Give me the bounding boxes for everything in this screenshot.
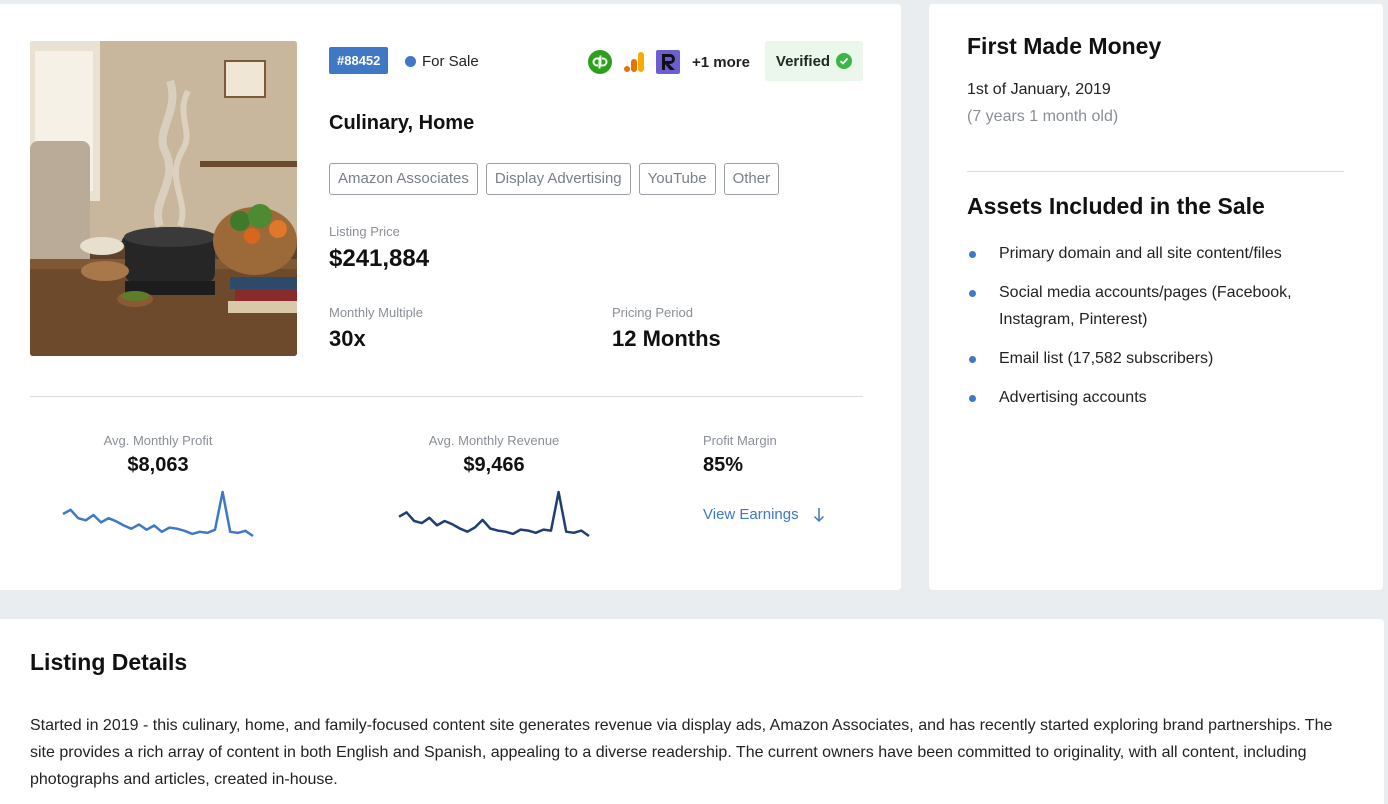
asset-text: Email list (17,582 subscribers) <box>999 350 1214 367</box>
assets-title: Assets Included in the Sale <box>967 193 1265 219</box>
profit-sparkline <box>62 490 254 538</box>
listing-id-badge: #88452 <box>329 47 389 74</box>
listing-details-card: Listing Details Started in 2019 - this c… <box>0 619 1384 804</box>
section-divider <box>30 396 863 397</box>
first-made-money-date: 1st of January, 2019 <box>967 81 1111 98</box>
kitchen-scene-image <box>30 41 297 356</box>
status-dot-icon <box>405 56 416 67</box>
bullet-icon <box>969 356 976 363</box>
tag-youtube: YouTube <box>638 163 716 195</box>
listing-price-value: $241,884 <box>329 245 430 272</box>
listing-side-card: First Made Money 1st of January, 2019 (7… <box>929 4 1383 590</box>
tag-display-advertising: Display Advertising <box>485 163 631 195</box>
avg-monthly-revenue-value: $9,466 <box>463 454 525 476</box>
list-item: Advertising accounts <box>967 384 1357 411</box>
list-item: Social media accounts/pages (Facebook, I… <box>967 279 1357 333</box>
pricing-period-label: Pricing Period <box>612 305 693 320</box>
profit-margin-label: Profit Margin <box>703 433 777 448</box>
r-brand-icon[interactable] <box>656 50 680 74</box>
listing-price-label: Listing Price <box>329 224 400 239</box>
listing-details-body: Started in 2019 - this culinary, home, a… <box>30 717 1333 788</box>
view-earnings-label: View Earnings <box>703 506 799 523</box>
listing-details-title: Listing Details <box>30 649 188 675</box>
bullet-icon <box>969 395 976 402</box>
quickbooks-icon[interactable] <box>588 50 612 74</box>
arrow-down-icon <box>813 507 824 522</box>
asset-text: Social media accounts/pages (Facebook, I… <box>999 284 1292 328</box>
sparkline-path <box>398 490 590 538</box>
asset-text: Advertising accounts <box>999 389 1147 406</box>
pricing-period-value: 12 Months <box>612 326 721 351</box>
integrations-row: +1 more <box>588 50 750 74</box>
listing-status: For Sale <box>405 53 479 70</box>
tag-amazon-associates: Amazon Associates <box>329 163 478 195</box>
bullet-icon <box>969 290 976 297</box>
listing-category: Culinary, Home <box>329 112 475 134</box>
side-divider <box>967 171 1344 172</box>
list-item: Primary domain and all site content/file… <box>967 240 1357 267</box>
google-analytics-icon[interactable] <box>622 50 646 74</box>
listing-thumbnail[interactable] <box>30 41 297 356</box>
monthly-multiple-label: Monthly Multiple <box>329 305 423 320</box>
verified-badge: Verified <box>765 41 863 81</box>
avg-monthly-profit-label: Avg. Monthly Profit <box>103 433 213 448</box>
tag-other: Other <box>723 163 780 195</box>
verified-label: Verified <box>775 52 831 70</box>
view-earnings-link[interactable]: View Earnings <box>703 506 825 523</box>
revenue-sparkline <box>398 490 590 538</box>
asset-text: Primary domain and all site content/file… <box>999 245 1282 262</box>
avg-monthly-revenue-label: Avg. Monthly Revenue <box>428 433 560 448</box>
monthly-multiple-value: 30x <box>329 326 366 351</box>
list-item: Email list (17,582 subscribers) <box>967 345 1357 372</box>
sparkline-path <box>62 490 254 538</box>
profit-margin-value: 85% <box>703 454 744 476</box>
assets-list: Primary domain and all site content/file… <box>967 240 1357 423</box>
listing-summary-card: #88452 For Sale +1 more Verified Culinar… <box>0 4 901 590</box>
bullet-icon <box>969 251 976 258</box>
first-made-money-age: (7 years 1 month old) <box>967 108 1119 125</box>
monetization-tags: Amazon Associates Display Advertising Yo… <box>329 163 780 195</box>
status-label: For Sale <box>422 53 479 70</box>
checkmark-icon <box>836 53 853 69</box>
first-made-money-title: First Made Money <box>967 33 1162 59</box>
more-integrations-link[interactable]: +1 more <box>692 53 750 71</box>
avg-monthly-profit-value: $8,063 <box>127 454 189 476</box>
